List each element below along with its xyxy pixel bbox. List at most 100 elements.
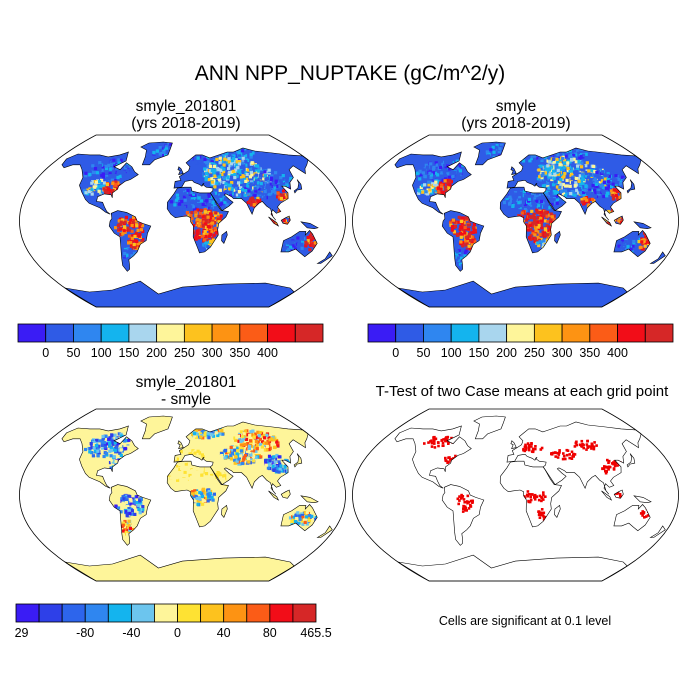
grid-cell (241, 434, 245, 439)
grid-cell (131, 220, 135, 224)
grid-cell (456, 256, 460, 260)
grid-cell (607, 176, 611, 180)
grid-cell (281, 177, 285, 181)
grid-cell (309, 238, 314, 242)
grid-cell (467, 234, 471, 238)
grid-cell (295, 516, 299, 520)
grid-cell (127, 165, 131, 169)
coastline-greenland (140, 141, 173, 166)
grid-cell (448, 167, 452, 171)
coastline-southamerica (108, 484, 152, 546)
grid-cell (427, 180, 431, 184)
grid-cell (446, 185, 451, 189)
grid-cell (584, 174, 588, 178)
grid-cell (511, 192, 515, 196)
significant-cell (527, 446, 531, 450)
grid-cell (130, 527, 134, 531)
grid-cell (250, 188, 255, 192)
grid-cell (491, 145, 495, 149)
grid-cell (105, 166, 109, 171)
grid-cell (629, 242, 633, 246)
grid-cell (620, 175, 625, 179)
grid-cell (277, 457, 281, 461)
grid-cell (203, 499, 207, 503)
grid-cell (581, 177, 585, 181)
grid-cell (637, 240, 641, 244)
significant-cell (544, 495, 547, 498)
grid-cell (252, 449, 256, 453)
grid-cell (195, 432, 199, 436)
grid-cell (590, 194, 594, 199)
grid-cell (212, 156, 216, 160)
grid-cell (245, 150, 250, 154)
grid-cell (588, 185, 592, 189)
map-ocean (352, 409, 679, 581)
grid-cell (251, 199, 256, 203)
grid-cell (220, 172, 225, 176)
grid-cell (549, 233, 553, 237)
grid-cell (538, 240, 542, 244)
grid-cell (240, 178, 244, 182)
grid-cell (189, 188, 193, 192)
grid-cell (218, 476, 223, 480)
grid-cell (437, 169, 441, 174)
grid-cell (466, 240, 470, 244)
grid-cell (187, 195, 191, 200)
grid-cell (211, 498, 215, 502)
grid-cell (559, 199, 563, 204)
grid-cell (268, 438, 272, 442)
grid-cell (597, 192, 601, 196)
grid-cell (275, 222, 279, 226)
grid-cell (271, 219, 275, 223)
grid-cell (267, 463, 271, 467)
grid-cell (570, 153, 574, 157)
grid-cell (543, 180, 547, 184)
grid-cell (191, 192, 196, 196)
grid-cell (241, 446, 245, 450)
grid-cell (225, 203, 229, 207)
grid-cell (201, 204, 205, 208)
grid-cell (111, 178, 115, 182)
grid-cell (580, 165, 584, 169)
grid-cell (114, 173, 118, 177)
grid-cell (311, 518, 315, 523)
grid-cell (541, 198, 545, 202)
grid-cell (432, 167, 436, 171)
grid-cell (211, 477, 215, 481)
significant-cell (606, 458, 609, 462)
grid-cell (177, 467, 182, 471)
significant-cell (525, 446, 528, 450)
grid-cell (126, 262, 130, 266)
grid-cell (232, 154, 236, 158)
grid-cell (119, 158, 123, 162)
grid-cell (114, 180, 118, 184)
grid-cell (186, 471, 190, 475)
grid-cell (530, 160, 534, 164)
grid-cell (569, 174, 573, 178)
grid-cell (209, 239, 213, 244)
grid-cell (187, 446, 192, 450)
grid-cell (233, 461, 237, 465)
grid-cell (222, 159, 226, 163)
grid-cell (111, 189, 115, 193)
grid-cell (201, 215, 205, 219)
significant-cell (527, 493, 531, 496)
grid-cell (195, 232, 199, 236)
grid-cell (210, 236, 215, 240)
grid-cell (182, 450, 186, 454)
grid-cell (459, 164, 463, 168)
grid-cell (450, 225, 454, 229)
grid-cell (210, 473, 214, 477)
grid-cell (278, 467, 282, 471)
grid-cell (439, 164, 444, 168)
grid-cell (517, 198, 522, 202)
grid-cell (546, 220, 550, 224)
grid-cell (225, 151, 229, 155)
grid-cell (269, 176, 274, 180)
grid-cell (234, 186, 238, 190)
grid-cell (129, 495, 133, 499)
grid-cell (121, 499, 125, 503)
grid-cell (101, 166, 105, 170)
grid-cell (445, 181, 449, 185)
grid-cell (114, 170, 118, 175)
